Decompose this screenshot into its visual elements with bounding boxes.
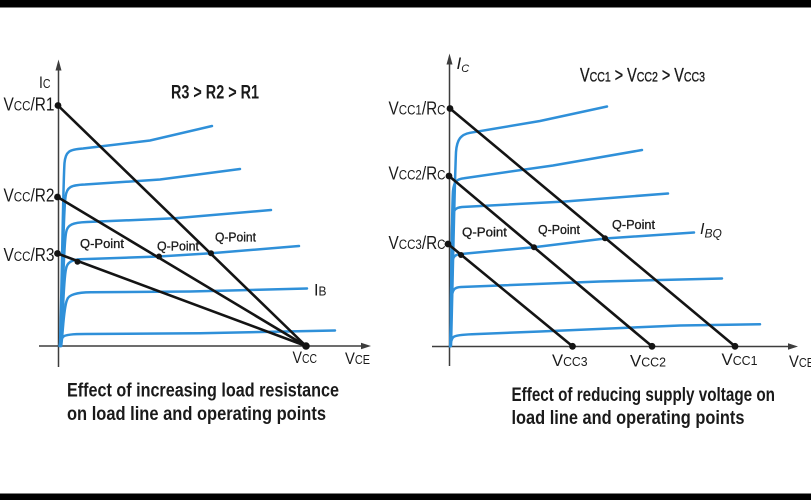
svg-text:Q-Point: Q-Point xyxy=(80,237,125,251)
svg-text:Effect of reducing supply volt: Effect of reducing supply voltage on xyxy=(512,385,776,406)
svg-text:Q-Point: Q-Point xyxy=(157,240,200,254)
svg-text:VCC: VCC xyxy=(293,348,318,367)
svg-text:VCC1 > VCC2 > VCC3: VCC1 > VCC2 > VCC3 xyxy=(580,66,705,87)
svg-text:VCC3/RC: VCC3/RC xyxy=(389,233,446,253)
svg-text:R3 > R2 > R1: R3 > R2 > R1 xyxy=(171,83,259,104)
svg-text:VCE: VCE xyxy=(789,352,811,371)
svg-text:VCC/R3: VCC/R3 xyxy=(4,245,55,265)
svg-text:Q-Point: Q-Point xyxy=(462,226,508,240)
svg-text:IBQ: IBQ xyxy=(700,221,722,241)
svg-text:VCC1: VCC1 xyxy=(722,350,758,369)
svg-text:VCC/R2: VCC/R2 xyxy=(4,186,55,206)
svg-text:Q-Point: Q-Point xyxy=(538,223,581,237)
svg-text:on load line and operating poi: on load line and operating points xyxy=(67,404,326,425)
svg-text:VCC/R1: VCC/R1 xyxy=(4,95,55,115)
svg-text:IB: IB xyxy=(314,281,327,300)
svg-text:VCC2: VCC2 xyxy=(630,352,666,371)
svg-text:Q-Point: Q-Point xyxy=(215,231,256,245)
svg-text:VCE: VCE xyxy=(345,349,370,368)
svg-text:Effect of increasing load resi: Effect of increasing load resistance xyxy=(67,381,339,402)
svg-text:VCC1/RC: VCC1/RC xyxy=(389,99,446,119)
svg-text:VCC2/RC: VCC2/RC xyxy=(389,164,446,184)
svg-text:VCC3: VCC3 xyxy=(552,351,588,370)
svg-text:Q-Point: Q-Point xyxy=(612,218,656,232)
svg-text:IC: IC xyxy=(39,73,51,92)
svg-text:load line and operating points: load line and operating points xyxy=(512,408,745,429)
